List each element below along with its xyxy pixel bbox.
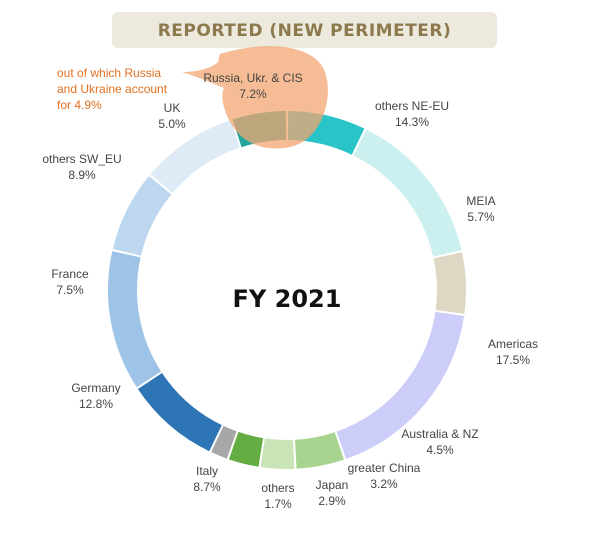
callout-bubble: [182, 46, 328, 149]
slice-others-ne-eu: [353, 129, 462, 257]
slice-greater-china: [260, 438, 295, 469]
slice-americas: [336, 311, 465, 459]
slice-italy: [137, 372, 222, 452]
annotation-line-1: out of which Russia: [57, 66, 161, 80]
label-others-ne-eu: others NE-EU: [375, 99, 449, 113]
slice-meia: [433, 252, 466, 314]
slice-germany: [108, 251, 162, 388]
value-label-others-sw-eu: 8.9%: [68, 168, 96, 182]
chart-title: REPORTED (NEW PERIMETER): [158, 21, 452, 41]
annotation-text: out of which Russia and Ukraine account …: [57, 66, 170, 112]
value-label-france: 7.5%: [56, 283, 84, 297]
value-label-japan: 2.9%: [318, 494, 346, 508]
value-label-americas: 17.5%: [496, 353, 530, 367]
label-uk: UK: [164, 101, 181, 115]
label-greater-china: greater China: [348, 461, 421, 475]
label-italy: Italy: [196, 464, 218, 478]
label-americas: Americas: [488, 337, 538, 351]
label-japan: Japan: [316, 478, 349, 492]
annotation-line-2: and Ukraine account: [57, 82, 168, 96]
label-russia-ukr-cis: Russia, Ukr. & CIS: [203, 71, 302, 85]
value-label-russia-ukr-cis: 7.2%: [239, 87, 267, 101]
slice-france: [112, 175, 172, 256]
slice-australia-nz: [294, 432, 345, 469]
value-label-others: 1.7%: [264, 497, 292, 511]
value-label-australia-nz: 4.5%: [426, 443, 454, 457]
slice-japan: [228, 431, 264, 467]
label-others-sw-eu: others SW_EU: [42, 152, 121, 166]
center-label: FY 2021: [233, 285, 342, 313]
label-germany: Germany: [71, 381, 120, 395]
value-label-meia: 5.7%: [467, 210, 495, 224]
value-label-uk: 5.0%: [158, 117, 186, 131]
value-label-italy: 8.7%: [193, 480, 221, 494]
label-france: France: [51, 267, 89, 281]
value-label-greater-china: 3.2%: [370, 477, 398, 491]
value-label-others-ne-eu: 14.3%: [395, 115, 429, 129]
label-meia: MEIA: [466, 194, 495, 208]
slice-others-sw-eu: [150, 120, 240, 194]
title-banner: [112, 12, 497, 48]
label-australia-nz: Australia & NZ: [401, 427, 478, 441]
slice-others: [211, 425, 237, 459]
annotation-line-3: for 4.9%: [57, 98, 102, 112]
label-others: others: [261, 481, 294, 495]
labels-group: Russia, Ukr. & CIS 7.2% others NE-EU 14.3% M…: [42, 71, 538, 511]
value-label-germany: 12.8%: [79, 397, 113, 411]
